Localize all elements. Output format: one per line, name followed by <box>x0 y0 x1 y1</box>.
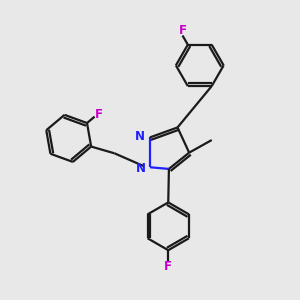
Text: N: N <box>135 130 145 143</box>
Text: N: N <box>136 162 146 175</box>
Text: F: F <box>164 260 172 273</box>
Text: F: F <box>94 109 103 122</box>
Text: F: F <box>178 24 187 37</box>
